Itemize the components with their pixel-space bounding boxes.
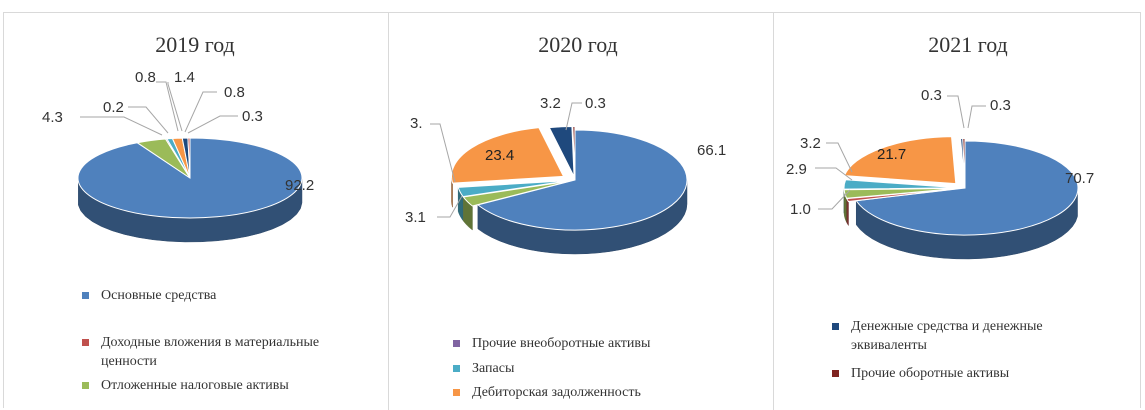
data-label: 23.4 <box>485 147 514 164</box>
data-label: 70.7 <box>1065 170 1094 187</box>
legend-item-other-noncurrent: Прочие внеоборотные активы <box>453 334 753 353</box>
pie-chart-2: 2020 год 66.1 3.1 3. 23.4 3.2 0.3 <box>405 32 726 255</box>
legend-marker <box>453 340 460 347</box>
pie-slice <box>962 138 966 186</box>
leader-line <box>80 116 163 136</box>
data-label: 92.2 <box>285 177 314 194</box>
legend-item-cash: Денежные средства и денежные эквиваленты <box>832 317 1072 355</box>
legend-label: Прочие оборотные активы <box>851 366 1010 381</box>
data-label: 1.4 <box>174 69 195 86</box>
legend-label: Основные средства <box>101 288 217 303</box>
pie-slice <box>843 136 957 185</box>
legend-marker <box>453 365 460 372</box>
data-label: 3.2 <box>540 95 561 112</box>
legend-marker <box>82 339 89 346</box>
legend-item-receivables: Дебиторская задолженность <box>453 383 753 402</box>
data-label: 0.3 <box>921 87 942 104</box>
leader-line <box>967 105 986 129</box>
data-label: 0.8 <box>135 69 156 86</box>
legend-label: Доходные вложения в материальные ценност… <box>101 335 320 369</box>
legend-item-deferred-tax: Отложенные налоговые активы <box>82 376 322 395</box>
pie-slice <box>843 179 958 190</box>
data-label: 0.3 <box>990 97 1011 114</box>
legend-item-other-current: Прочие оборотные активы <box>832 364 1092 383</box>
data-label: 2.9 <box>786 161 807 178</box>
pie-tops <box>451 125 688 231</box>
data-label: 4.3 <box>42 109 63 126</box>
legend-item-fixed-assets: Основные средства <box>82 286 372 305</box>
legend-marker <box>82 292 89 299</box>
legend-marker <box>82 382 89 389</box>
pie-slice <box>457 180 570 198</box>
data-label: 1.0 <box>790 201 811 218</box>
chart-title: 2020 год <box>538 32 618 57</box>
data-label: 3.1 <box>405 209 426 226</box>
data-label: 0.3 <box>585 95 606 112</box>
panel-divider <box>388 12 389 410</box>
pie-slice <box>476 129 688 231</box>
leader-line <box>818 189 851 210</box>
pie-tops <box>843 136 1079 236</box>
pie-slice <box>187 137 191 179</box>
pie-slice <box>855 140 1079 236</box>
data-label: 3. <box>410 115 423 132</box>
leader-line <box>947 95 965 129</box>
legend-label: Прочие внеоборотные активы <box>472 336 651 351</box>
chart-title: 2019 год <box>155 32 235 57</box>
pie-slice <box>548 125 575 177</box>
leader-line <box>430 123 456 183</box>
legend-item-income-investments: Доходные вложения в материальные ценност… <box>82 333 342 371</box>
data-label: 21.7 <box>877 146 906 163</box>
legend-label: Денежные средства и денежные эквиваленты <box>851 319 1043 353</box>
leader-line <box>184 91 217 133</box>
legend-label: Запасы <box>472 361 515 376</box>
legend-marker <box>832 370 839 377</box>
pie-slice <box>572 125 576 177</box>
chart-title: 2021 год <box>928 32 1008 57</box>
leader-line <box>156 81 179 132</box>
legend-marker <box>453 389 460 396</box>
leader-line <box>128 106 169 134</box>
pie-slice <box>462 180 570 207</box>
legend-label: Дебиторская задолженность <box>472 385 641 400</box>
legend-label: Отложенные налоговые активы <box>101 378 289 393</box>
leader-line <box>815 167 853 181</box>
data-label: 3.2 <box>800 135 821 152</box>
data-label: 0.2 <box>103 99 124 116</box>
data-label: 0.8 <box>224 84 245 101</box>
pie-slice <box>451 127 565 184</box>
legend-marker <box>832 323 839 330</box>
leader-line <box>187 115 238 134</box>
legend-item-inventory: Запасы <box>453 359 753 378</box>
pie-slice <box>843 187 958 199</box>
panel-divider <box>773 12 774 410</box>
pie-chart-3: 2021 год 70.7 1.0 2.9 3.2 21.7 0.3 0.3 <box>786 32 1094 260</box>
pie-slice-side <box>846 198 849 227</box>
pie-chart-1: 2019 год 92.2 4.3 0.2 0.8 1.4 0.8 0.3 <box>42 32 314 243</box>
leader-line <box>826 142 853 173</box>
figure-frame <box>3 12 1141 408</box>
leader-line <box>437 195 463 218</box>
leader-line <box>565 102 582 131</box>
data-label: 0.3 <box>242 108 263 125</box>
pie-tops <box>77 137 303 219</box>
leader-line <box>167 82 183 132</box>
data-label: 66.1 <box>697 142 726 159</box>
